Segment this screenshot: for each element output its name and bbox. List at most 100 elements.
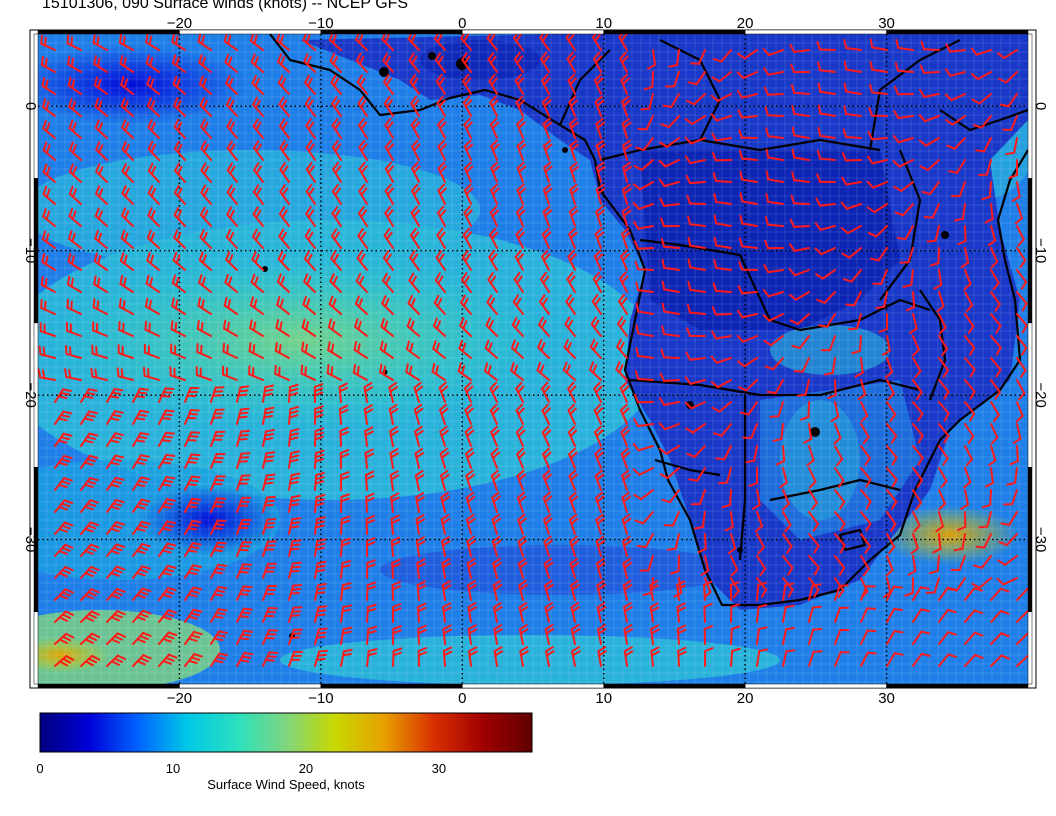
wind-barb <box>841 247 862 259</box>
wind-barb <box>997 71 1018 84</box>
wind-barb <box>173 97 186 117</box>
wind-barb <box>440 513 451 535</box>
wind-barb <box>635 347 654 359</box>
wind-barb <box>738 261 758 271</box>
wind-barb <box>739 149 758 161</box>
wind-barb <box>340 559 352 579</box>
wind-barb <box>1015 401 1024 423</box>
wind-barb <box>253 140 264 161</box>
wind-barb <box>964 313 975 334</box>
wind-barb <box>305 140 316 161</box>
wind-barb <box>623 602 633 623</box>
wind-barb <box>779 467 788 489</box>
wind-barb <box>463 117 473 139</box>
wind-barb <box>996 49 1018 60</box>
wind-barb <box>364 426 374 447</box>
wind-barb <box>288 583 303 601</box>
wind-barb <box>964 379 976 400</box>
colorbar-tick-label: 20 <box>299 761 313 776</box>
wind-barb <box>288 628 303 645</box>
wind-barb <box>987 225 997 247</box>
wind-barb <box>542 183 553 205</box>
wind-barb <box>730 625 741 645</box>
wind-barb <box>766 379 784 395</box>
wind-barb <box>711 132 732 142</box>
wind-barb <box>106 565 126 579</box>
wind-barb <box>464 403 474 425</box>
wind-barb <box>158 431 175 447</box>
wind-speed-field <box>38 34 1028 684</box>
wind-barb <box>54 543 74 557</box>
wind-barb <box>210 408 225 425</box>
wind-barb <box>713 193 732 205</box>
wind-barb <box>567 73 577 95</box>
wind-barb <box>649 602 660 623</box>
wind-barb <box>357 96 368 117</box>
wind-barb <box>885 555 894 577</box>
wind-barb <box>886 379 895 401</box>
wind-barb <box>946 137 966 150</box>
wind-barb <box>132 631 152 645</box>
wind-barb <box>199 229 212 249</box>
lon-tick-label: 30 <box>878 690 895 707</box>
wind-barb <box>391 580 402 601</box>
wind-barb <box>1016 313 1028 334</box>
wind-barb <box>569 513 579 535</box>
lat-tick-label: −20 <box>1032 382 1049 407</box>
wind-barb <box>490 139 500 161</box>
wind-barb <box>789 218 810 228</box>
wind-barb <box>596 601 607 623</box>
wind-barb <box>765 148 784 161</box>
wind-barb <box>439 403 449 425</box>
wind-barb <box>210 475 226 491</box>
wind-barb <box>782 555 794 576</box>
wind-barb <box>938 586 957 601</box>
wind-barb <box>329 52 342 73</box>
wind-barb <box>442 646 453 667</box>
wind-barb <box>54 454 73 469</box>
wind-barb <box>593 73 604 95</box>
wind-barb <box>635 137 654 151</box>
wind-barb <box>816 291 836 304</box>
wind-barb <box>1008 159 1019 179</box>
wind-barb <box>764 239 784 250</box>
wind-barb <box>304 74 316 95</box>
wind-barb <box>919 64 940 74</box>
wind-barb <box>328 295 342 315</box>
wind-barb <box>366 603 377 623</box>
wind-barb <box>788 291 810 301</box>
wind-barb <box>808 583 822 601</box>
wind-barb <box>911 335 920 357</box>
wind-barb <box>912 401 924 422</box>
wind-barb <box>366 648 378 667</box>
wind-barb <box>789 43 810 53</box>
wind-barb <box>80 543 100 557</box>
wind-barb <box>415 492 425 513</box>
wind-barb <box>594 425 604 447</box>
wind-barb <box>918 114 940 123</box>
wind-barb <box>262 384 275 403</box>
wind-barb <box>595 535 606 557</box>
wind-barb <box>756 533 765 555</box>
wind-barb <box>541 249 551 271</box>
wind-barb <box>173 206 186 227</box>
wind-barb <box>756 581 767 601</box>
wind-barb <box>94 97 108 117</box>
wind-barb <box>384 183 394 205</box>
wind-barb <box>388 381 399 403</box>
wind-barb <box>764 106 784 117</box>
frame-bar <box>886 29 1029 35</box>
wind-barb <box>463 161 474 183</box>
wind-barb <box>912 423 924 444</box>
wind-barb <box>358 161 368 183</box>
wind-barb <box>390 492 400 513</box>
wind-barb <box>490 425 500 447</box>
wind-barb <box>382 250 394 271</box>
wind-barb <box>510 339 524 359</box>
wind-barb <box>539 294 550 315</box>
wind-barb <box>120 97 134 117</box>
wind-barb <box>106 498 125 513</box>
wind-barb <box>352 363 368 381</box>
wind-barb <box>184 653 203 667</box>
wind-barb <box>769 401 784 418</box>
